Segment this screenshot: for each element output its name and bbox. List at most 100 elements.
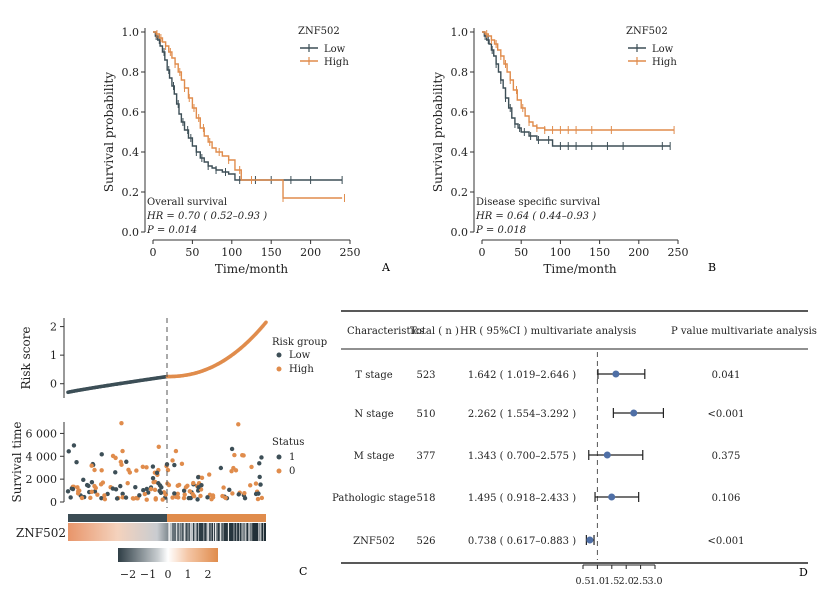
km-curve-low [482, 31, 671, 147]
x-tick-label: 100 [221, 246, 242, 259]
legend-title: ZNF502 [626, 26, 668, 37]
status-point [120, 491, 125, 497]
status-point [175, 491, 180, 496]
status-point [151, 479, 156, 485]
x-tick-label: 150 [589, 246, 610, 259]
row-label: N stage [354, 409, 393, 420]
status-point [154, 470, 160, 476]
heatmap-row-label: ZNF502 [16, 526, 66, 540]
status-point [71, 443, 77, 448]
forest-point [608, 493, 616, 501]
status-point [99, 496, 104, 501]
status-point [124, 459, 129, 464]
status-point [248, 483, 253, 488]
status-point [142, 491, 148, 497]
row-label: ZNF502 [353, 536, 395, 547]
status-point [118, 483, 123, 489]
row-p-value: <0.001 [707, 536, 744, 547]
colorbar-tick-label: 0 [165, 568, 172, 581]
row-hr-text: 1.495 ( 0.918–2.433 ) [468, 493, 576, 504]
col-header-characteristics: Characteristics [347, 326, 424, 337]
status-point [79, 495, 85, 501]
heatmap-group-bar-low [68, 514, 167, 522]
stat-annotation: P = 0.014 [146, 225, 197, 236]
status-point [65, 489, 71, 494]
y-tick-label: 0.4 [122, 146, 140, 159]
status-y-tick-label: 2 000 [26, 473, 58, 486]
status-point [153, 497, 158, 502]
status-point [232, 452, 237, 458]
forest-point [630, 409, 638, 417]
x-tick-label: 200 [628, 246, 649, 259]
status-point [199, 475, 205, 481]
y-axis-label: Survival probability [431, 72, 445, 192]
status-point [183, 485, 189, 490]
status-point [130, 496, 136, 501]
status-point [120, 495, 125, 500]
status-point [118, 459, 124, 465]
status-point [150, 464, 156, 469]
y-tick-label: 1.0 [122, 26, 140, 39]
status-point [92, 467, 97, 473]
x-tick-label: 50 [514, 246, 528, 259]
y-tick-label: 0.4 [451, 146, 469, 159]
status-point [127, 470, 133, 475]
x-tick-label: 0 [150, 246, 157, 259]
status-point [229, 446, 235, 452]
status-point [110, 453, 116, 459]
status-point [181, 495, 187, 501]
row-hr-text: 2.262 ( 1.554–3.292 ) [468, 409, 576, 420]
risk-legend-dot [276, 366, 282, 372]
status-point [236, 422, 241, 427]
row-total: 526 [416, 536, 435, 547]
status-point [95, 492, 100, 497]
status-point [81, 477, 86, 483]
x-tick-label: 50 [185, 246, 199, 259]
status-point [188, 495, 193, 501]
risk-y-tick-label: 2 [50, 321, 57, 334]
status-point [158, 490, 164, 495]
row-p-value: 0.041 [712, 370, 741, 381]
row-hr-text: 0.738 ( 0.617–0.883 ) [468, 536, 576, 547]
status-point [123, 495, 129, 500]
status-point [223, 495, 228, 501]
y-tick-label: 0.0 [451, 226, 469, 239]
status-point [144, 497, 149, 502]
y-tick-label: 0.6 [451, 106, 469, 119]
row-label: M stage [354, 451, 395, 462]
x-axis-label: Time/month [543, 262, 617, 276]
col-header-total: Total ( n ) [410, 326, 459, 337]
status-point [173, 448, 179, 454]
status-point [152, 487, 158, 493]
status-point [114, 496, 120, 501]
status-point [133, 484, 138, 490]
status-point [182, 492, 187, 497]
status-y-tick-label: 0 [50, 496, 57, 509]
km-curve-low [153, 31, 343, 181]
legend-label-low: Low [324, 44, 346, 55]
risk-legend-dot [276, 352, 282, 358]
forest-x-tick-label: 1.5 [604, 576, 619, 587]
status-point [119, 420, 124, 426]
heatmap-expression-row [68, 523, 266, 541]
status-point [141, 488, 146, 493]
status-legend-label: 1 [289, 452, 295, 463]
status-point [191, 493, 197, 499]
legend-label-low: Low [652, 44, 674, 55]
colorbar-tick-label: 2 [205, 568, 212, 581]
status-point [170, 495, 175, 500]
status-point [258, 482, 263, 487]
status-point [110, 486, 116, 491]
status-point [242, 490, 247, 496]
status-point [191, 480, 196, 486]
legend-label-high: High [324, 57, 349, 68]
y-tick-label: 0.6 [122, 106, 140, 119]
status-point [160, 497, 165, 502]
status-point [253, 491, 259, 497]
x-tick-label: 250 [668, 246, 689, 259]
panel-label-d: D [799, 566, 808, 579]
status-point [165, 467, 171, 473]
status-point [175, 483, 180, 488]
